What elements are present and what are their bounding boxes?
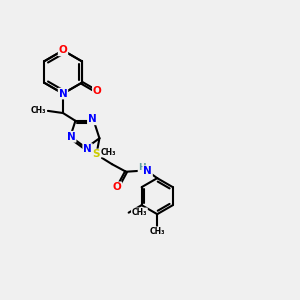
Text: CH₃: CH₃ [149,227,165,236]
Text: N: N [88,114,97,124]
Text: H: H [138,163,146,172]
Text: N: N [58,88,68,99]
Text: S: S [93,149,100,160]
Text: O: O [93,86,102,96]
Text: N: N [83,144,92,154]
Text: O: O [112,182,121,192]
Text: N: N [143,166,152,176]
Text: CH₃: CH₃ [100,148,116,157]
Text: CH₃: CH₃ [132,208,147,217]
Text: N: N [67,132,76,142]
Text: CH₃: CH₃ [31,106,46,116]
Text: O: O [58,45,68,56]
